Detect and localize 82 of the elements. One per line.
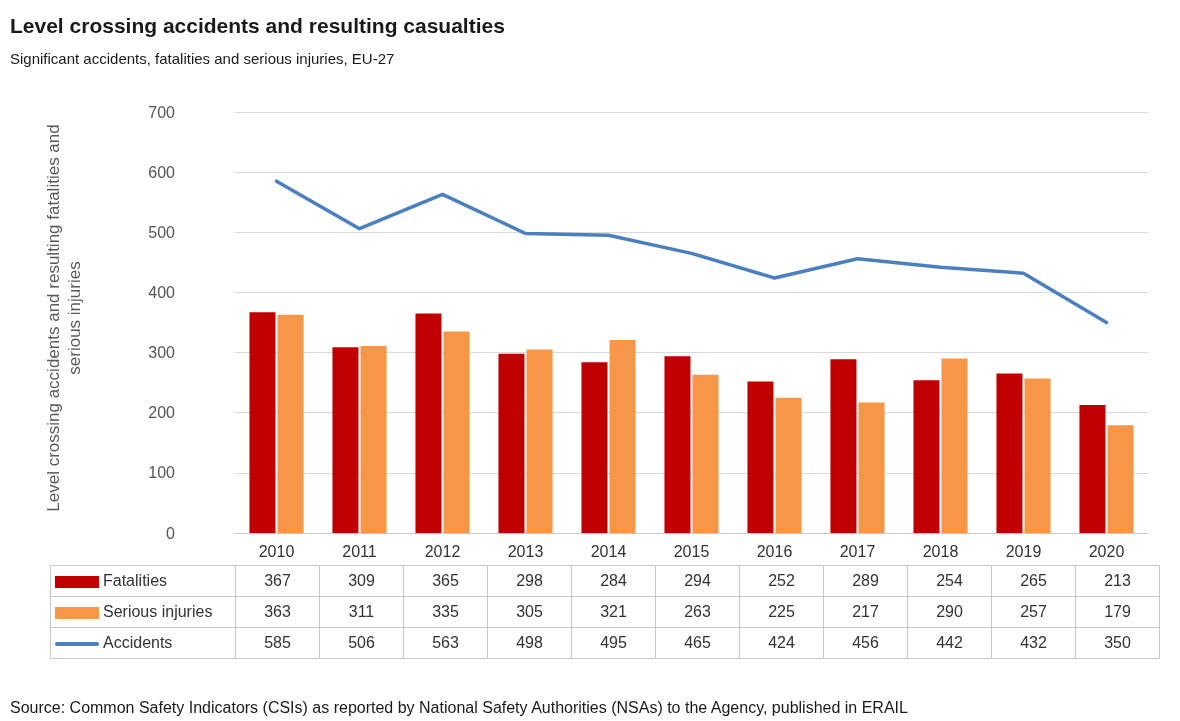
bar <box>941 358 968 533</box>
data-label: 350 <box>1075 627 1160 659</box>
legend-label: Accidents <box>103 634 173 651</box>
bar <box>249 312 276 533</box>
data-label: 305 <box>487 596 572 628</box>
bar <box>664 356 691 533</box>
data-label: 498 <box>487 627 572 659</box>
bar <box>277 314 304 533</box>
y-tick-label: 200 <box>148 404 176 422</box>
bar <box>1079 404 1106 533</box>
x-tick-label: 2013 <box>507 542 544 560</box>
data-label: 298 <box>487 565 572 597</box>
data-label: 367 <box>235 565 320 597</box>
data-label: 465 <box>655 627 740 659</box>
x-tick-label: 2015 <box>673 542 710 560</box>
x-tick-label: 2018 <box>922 542 959 560</box>
data-label: 424 <box>739 627 824 659</box>
y-tick-label: 500 <box>148 223 176 241</box>
data-label: 563 <box>403 627 488 659</box>
data-label: 363 <box>235 596 320 628</box>
data-label: 179 <box>1075 596 1160 628</box>
x-tick-label: 2020 <box>1088 542 1125 560</box>
data-label: 506 <box>319 627 404 659</box>
data-label: 213 <box>1075 565 1160 597</box>
data-label: 284 <box>571 565 656 597</box>
bar <box>775 397 802 533</box>
y-tick-label: 700 <box>148 103 176 121</box>
chart-title: Level crossing accidents and resulting casualties <box>10 14 505 38</box>
bar <box>996 373 1023 533</box>
legend-label: Serious injuries <box>103 603 213 620</box>
bar <box>1024 378 1051 533</box>
line-series <box>274 179 1109 325</box>
data-label: 217 <box>823 596 908 628</box>
legend-label: Fatalities <box>103 572 168 589</box>
bar <box>498 353 525 533</box>
data-label: 495 <box>571 627 656 659</box>
data-label: 585 <box>235 627 320 659</box>
bar <box>858 402 885 533</box>
chart-subtitle: Significant accidents, fatalities and serious injuries, EU-27 <box>10 50 395 67</box>
data-label: 265 <box>991 565 1076 597</box>
source-note: Source: Common Safety Indicators (CSIs) as reported by National Safety Authorities (NSAs) to the Agency, published in ERAIL <box>10 699 908 717</box>
data-label: 442 <box>907 627 992 659</box>
bar <box>360 345 387 533</box>
data-label: 294 <box>655 565 740 597</box>
bar <box>913 380 940 533</box>
x-tick-label: 2010 <box>258 542 295 560</box>
data-label: 335 <box>403 596 488 628</box>
bar <box>526 349 553 533</box>
data-label: 309 <box>319 565 404 597</box>
data-label: 321 <box>571 596 656 628</box>
x-tick-label: 2014 <box>590 542 627 560</box>
x-tick-label: 2019 <box>1005 542 1042 560</box>
bar <box>609 339 636 533</box>
bar <box>581 362 608 533</box>
bar <box>830 359 857 533</box>
y-tick-label: 600 <box>148 163 176 181</box>
data-label: 456 <box>823 627 908 659</box>
data-label: 432 <box>991 627 1076 659</box>
x-tick-label: 2012 <box>424 542 461 560</box>
data-label: 225 <box>739 596 824 628</box>
data-label: 289 <box>823 565 908 597</box>
data-label: 365 <box>403 565 488 597</box>
y-axis-title: Level crossing accidents and resulting fatalities and serious injuries <box>43 123 85 514</box>
y-tick-label: 0 <box>166 524 176 542</box>
bar <box>692 374 719 533</box>
bar <box>415 313 442 533</box>
x-tick-label: 2011 <box>342 542 377 560</box>
data-label: 252 <box>739 565 824 597</box>
y-tick-label: 100 <box>148 464 176 482</box>
bar <box>747 381 774 533</box>
data-label: 290 <box>907 596 992 628</box>
y-tick-label: 400 <box>148 283 176 301</box>
x-tick-label: 2016 <box>756 542 793 560</box>
x-tick-label: 2017 <box>839 542 876 560</box>
y-tick-label: 300 <box>148 344 176 362</box>
data-label: 254 <box>907 565 992 597</box>
bar <box>332 347 359 533</box>
data-label: 257 <box>991 596 1076 628</box>
bar <box>443 331 470 533</box>
bar <box>1107 425 1134 533</box>
data-label: 311 <box>319 596 404 628</box>
data-label: 263 <box>655 596 740 628</box>
